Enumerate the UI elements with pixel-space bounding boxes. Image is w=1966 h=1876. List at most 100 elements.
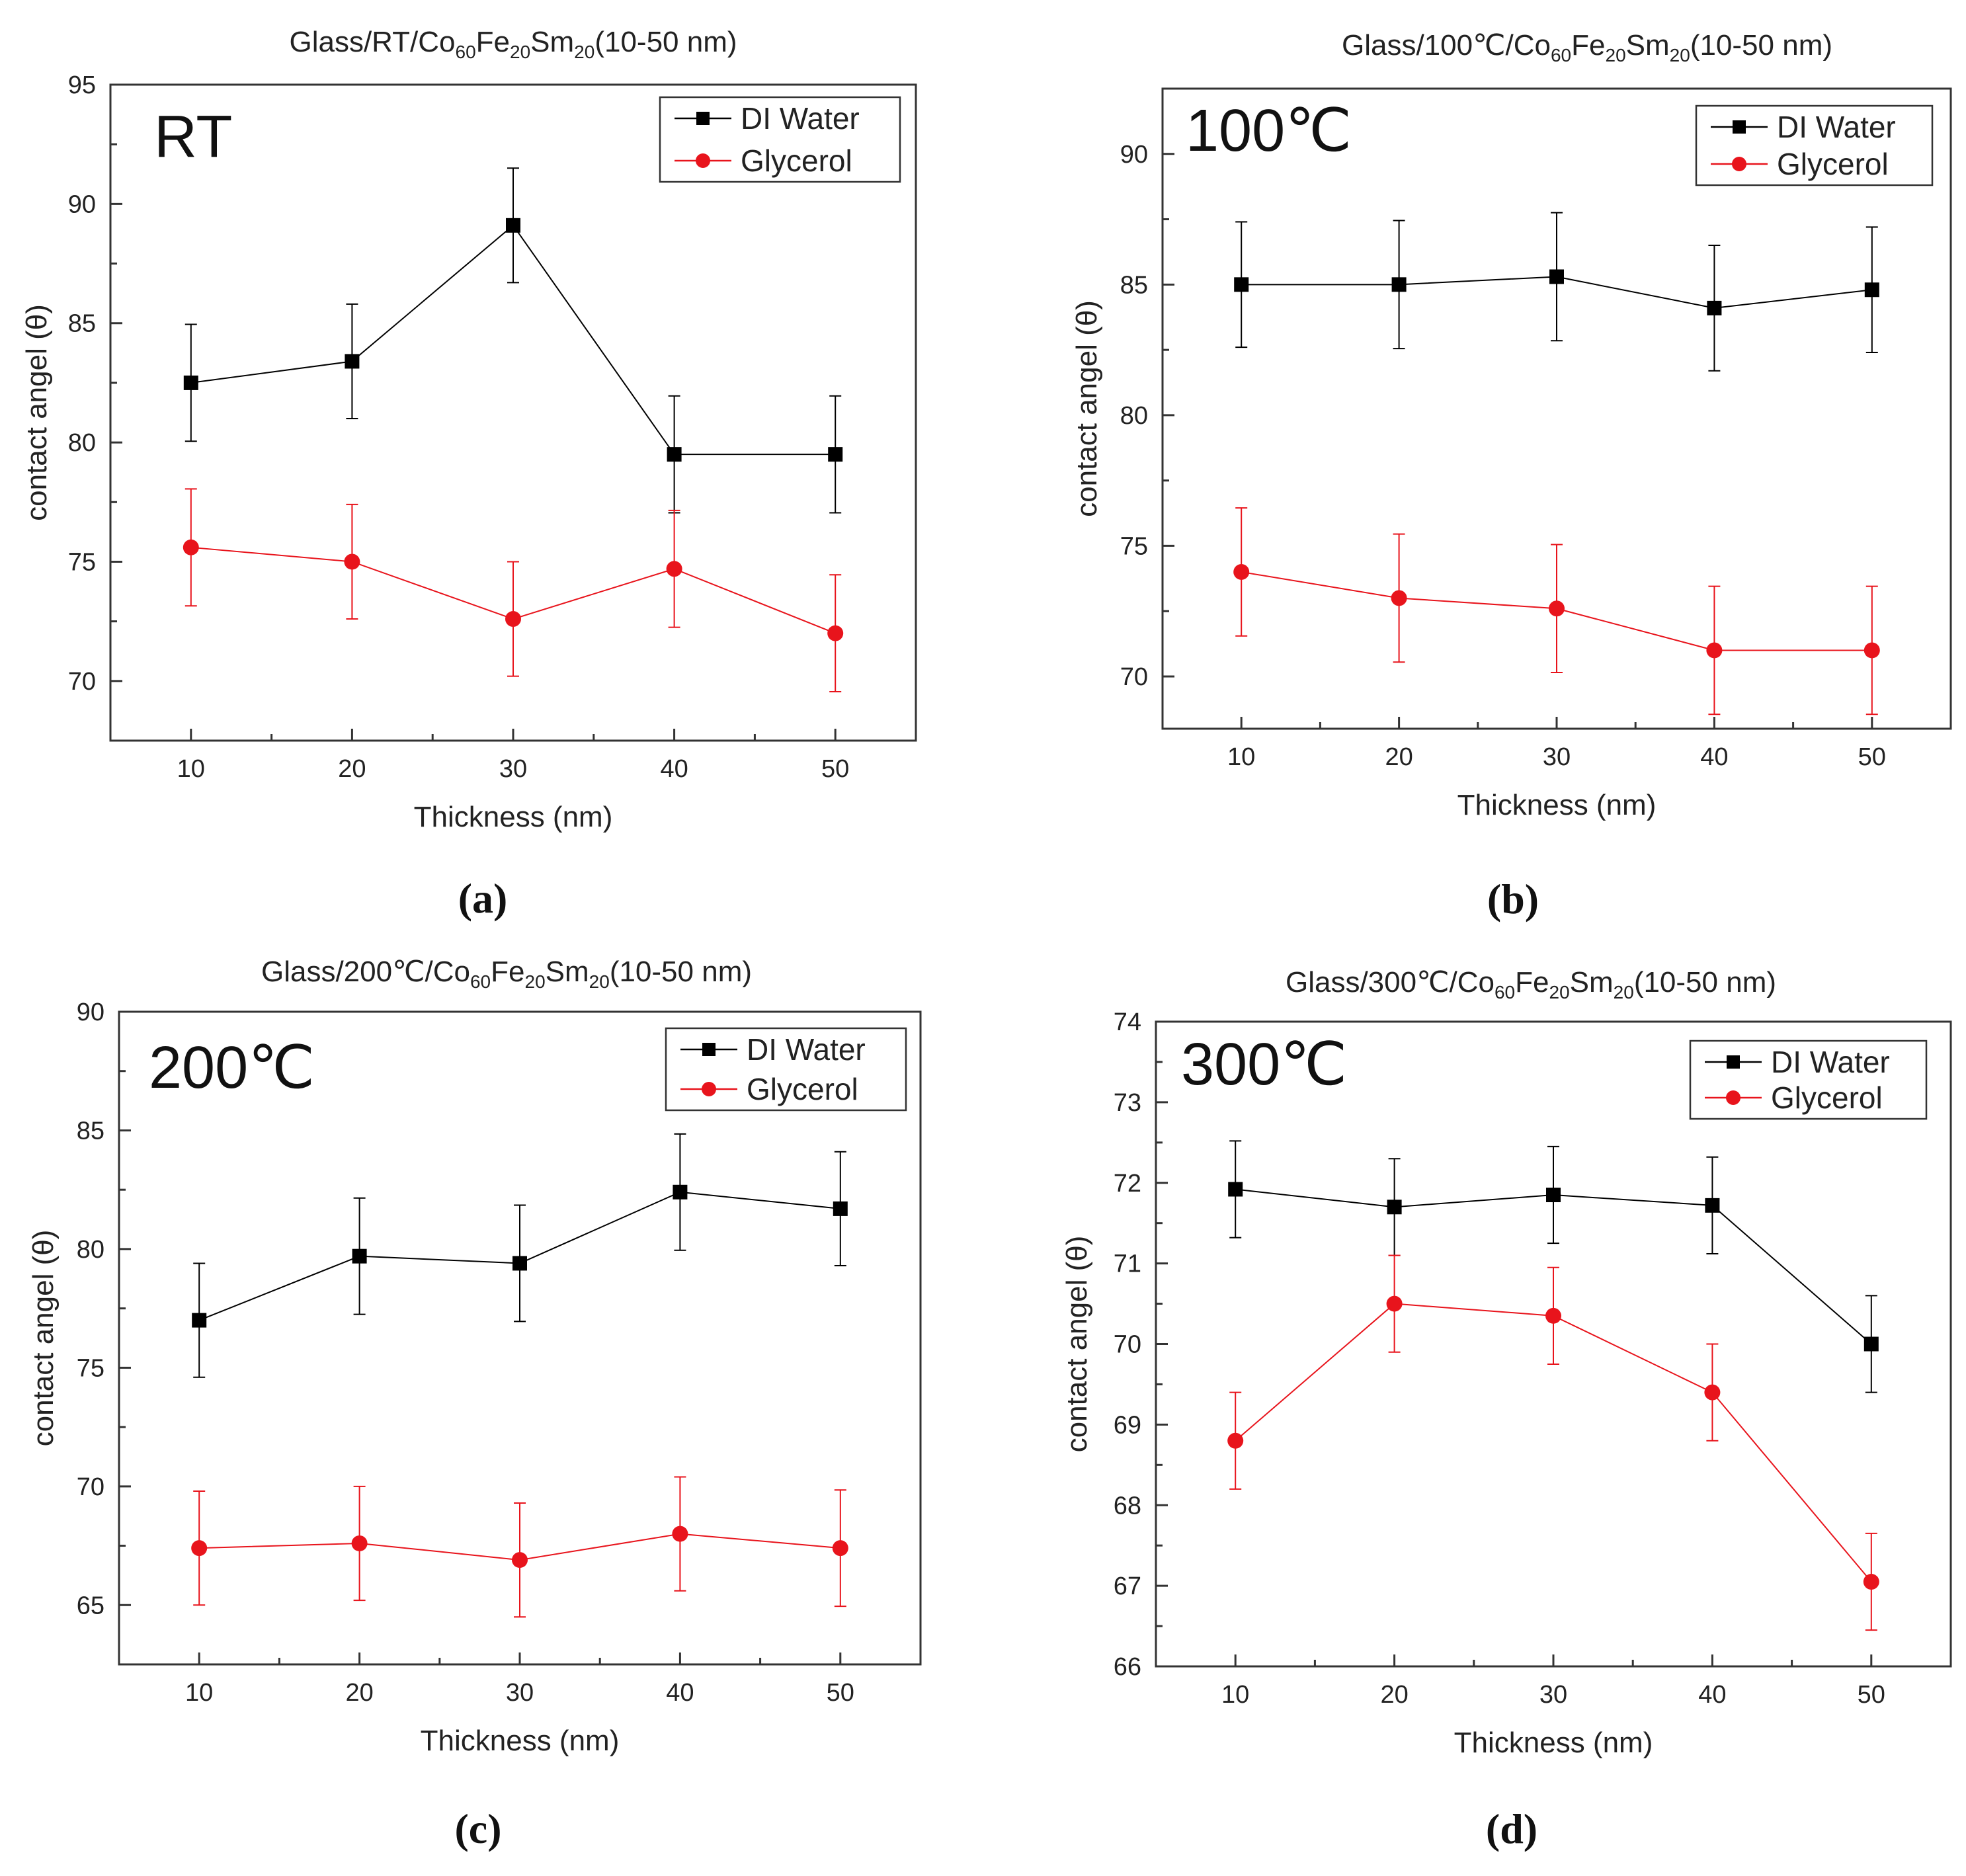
series-glycerol	[1233, 507, 1880, 715]
chart-title-part: (10-50 nm)	[594, 26, 737, 58]
data-point	[183, 375, 198, 390]
x-tick-label: 50	[1858, 1681, 1885, 1709]
x-tick-label: 30	[1539, 1681, 1567, 1709]
y-tick-label: 68	[1114, 1492, 1141, 1520]
x-tick-label: 40	[666, 1679, 694, 1707]
legend: DI Water Glycerol	[659, 96, 901, 183]
chart-title-part: Sm	[1570, 966, 1614, 999]
data-point	[827, 625, 844, 641]
y-tick-label: 80	[77, 1236, 104, 1264]
panel-label: (a)	[458, 875, 508, 922]
legend-label: DI Water	[747, 1032, 866, 1067]
chart-title-part: Fe	[1571, 29, 1605, 61]
x-tick-label: 30	[499, 755, 527, 783]
chart-panel-c: Glass/200℃/Co60Fe20Sm20(10-50 nm)10 20 30 4…	[27, 956, 922, 1852]
legend-marker	[1732, 157, 1746, 171]
panel-label: (d)	[1486, 1805, 1537, 1852]
series-di-water	[192, 1133, 848, 1378]
series-di-water	[1228, 1140, 1879, 1393]
data-point	[1863, 1574, 1879, 1590]
data-point	[672, 1526, 688, 1542]
chart-title: Glass/300℃/Co60Fe20Sm20(10-50 nm)	[1286, 966, 1776, 1002]
legend-label: Glycerol	[741, 143, 852, 178]
data-point	[1706, 642, 1723, 659]
y-tick-label: 74	[1114, 1008, 1141, 1036]
data-point	[673, 1184, 688, 1200]
data-point	[666, 561, 682, 577]
data-point	[512, 1256, 527, 1271]
y-tick-label: 75	[1120, 532, 1148, 560]
legend-marker	[1727, 1055, 1740, 1069]
chart-title-part: 20	[589, 971, 610, 992]
chart-title-part: 60	[470, 971, 491, 992]
x-tick-label: 20	[338, 755, 366, 783]
y-tick-label: 67	[1114, 1572, 1141, 1600]
x-tick-label: 40	[660, 755, 688, 783]
y-tick-label: 90	[1120, 141, 1148, 169]
legend-marker	[702, 1043, 716, 1056]
chart-title-part: 20	[525, 971, 546, 992]
y-tick-label: 70	[68, 668, 96, 696]
y-axis-label: contact angel (θ)	[20, 304, 53, 521]
data-point	[1549, 600, 1565, 617]
chart-title-part: 20	[1549, 982, 1570, 1002]
data-point	[1864, 1336, 1879, 1352]
data-point	[1227, 1432, 1244, 1449]
data-point	[506, 218, 520, 233]
series-di-water	[1234, 212, 1879, 372]
data-point	[1233, 563, 1250, 580]
y-tick-label: 80	[1120, 402, 1148, 430]
panel-label: (b)	[1487, 876, 1539, 922]
legend-box	[665, 1027, 907, 1112]
y-tick-label: 71	[1114, 1250, 1141, 1278]
chart-title-part: Glass/200℃/	[261, 956, 434, 988]
y-tick-label: 75	[77, 1354, 104, 1382]
x-tick-label: 40	[1698, 1681, 1726, 1709]
y-tick-label: 65	[77, 1592, 104, 1619]
data-point	[183, 539, 199, 555]
chart-title-part: Sm	[546, 956, 589, 988]
chart-title-part: 20	[510, 42, 530, 62]
chart-title-part: Sm	[1626, 29, 1670, 61]
data-point	[1707, 300, 1722, 315]
series-glycerol	[183, 488, 844, 693]
legend-box	[659, 96, 901, 183]
x-tick-label: 30	[1543, 743, 1571, 771]
y-tick-label: 75	[68, 548, 96, 576]
data-point	[1391, 277, 1407, 292]
chart-title-part: 60	[456, 42, 476, 62]
x-axis-label: Thickness (nm)	[1457, 789, 1657, 821]
x-tick-label: 20	[345, 1679, 373, 1707]
series-di-water	[183, 167, 843, 514]
panel-annotation: 200℃	[149, 1035, 315, 1101]
legend-label: DI Water	[741, 101, 860, 136]
x-tick-label: 50	[1858, 743, 1886, 771]
y-axis-label: contact angel (θ)	[1071, 300, 1103, 517]
chart-title-part: Co	[418, 26, 455, 58]
data-point	[1387, 1200, 1402, 1215]
chart-title-part: Sm	[530, 26, 574, 58]
y-tick-label: 90	[68, 190, 96, 218]
legend-label: Glycerol	[747, 1072, 858, 1106]
y-tick-label: 70	[1120, 663, 1148, 691]
y-tick-label: 69	[1114, 1411, 1141, 1439]
legend-box	[1695, 104, 1934, 186]
x-tick-label: 20	[1380, 1681, 1408, 1709]
legend-label: Glycerol	[1771, 1081, 1883, 1115]
data-point	[1386, 1295, 1403, 1312]
data-point	[1234, 277, 1249, 292]
chart-panel-b: Glass/100℃/Co60Fe20Sm20(10-50 nm)10 20 30 4…	[1071, 29, 1952, 922]
legend-box	[1689, 1040, 1928, 1120]
data-point	[1705, 1198, 1720, 1213]
legend-label: Glycerol	[1777, 147, 1889, 181]
y-tick-label: 72	[1114, 1170, 1141, 1198]
legend-marker	[1733, 120, 1746, 134]
chart-title-part: Co	[1457, 966, 1495, 999]
chart-title-part: (10-50 nm)	[1690, 29, 1832, 61]
y-tick-label: 66	[1114, 1653, 1141, 1681]
chart-title-part: Co	[1514, 29, 1551, 61]
series-glycerol	[1227, 1254, 1879, 1631]
x-tick-label: 50	[827, 1679, 854, 1707]
